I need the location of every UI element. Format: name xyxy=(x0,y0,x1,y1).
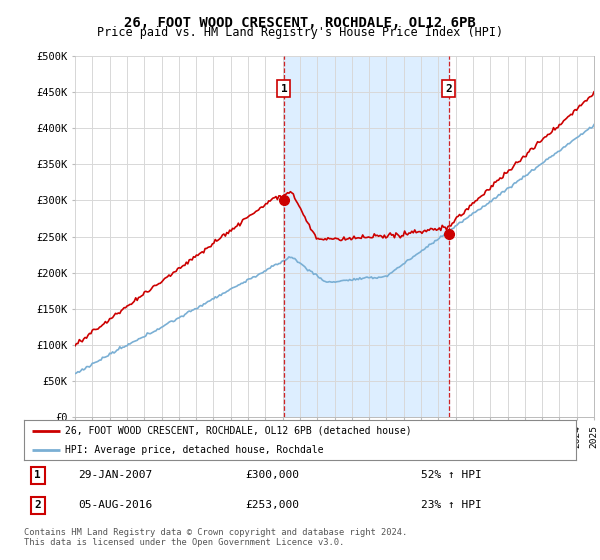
Text: 52% ↑ HPI: 52% ↑ HPI xyxy=(421,470,482,480)
Text: 23% ↑ HPI: 23% ↑ HPI xyxy=(421,501,482,511)
Text: 05-AUG-2016: 05-AUG-2016 xyxy=(78,501,152,511)
Text: Contains HM Land Registry data © Crown copyright and database right 2024.
This d: Contains HM Land Registry data © Crown c… xyxy=(24,528,407,547)
Text: 26, FOOT WOOD CRESCENT, ROCHDALE, OL12 6PB: 26, FOOT WOOD CRESCENT, ROCHDALE, OL12 6… xyxy=(124,16,476,30)
Bar xyxy=(284,56,449,417)
Text: 2: 2 xyxy=(34,501,41,511)
Text: 29-JAN-2007: 29-JAN-2007 xyxy=(78,470,152,480)
Text: £300,000: £300,000 xyxy=(245,470,299,480)
Text: £253,000: £253,000 xyxy=(245,501,299,511)
Text: 1: 1 xyxy=(281,83,287,94)
Text: HPI: Average price, detached house, Rochdale: HPI: Average price, detached house, Roch… xyxy=(65,445,324,455)
Text: 26, FOOT WOOD CRESCENT, ROCHDALE, OL12 6PB (detached house): 26, FOOT WOOD CRESCENT, ROCHDALE, OL12 6… xyxy=(65,426,412,436)
Text: Price paid vs. HM Land Registry's House Price Index (HPI): Price paid vs. HM Land Registry's House … xyxy=(97,26,503,39)
Text: 2: 2 xyxy=(445,83,452,94)
Text: 1: 1 xyxy=(34,470,41,480)
